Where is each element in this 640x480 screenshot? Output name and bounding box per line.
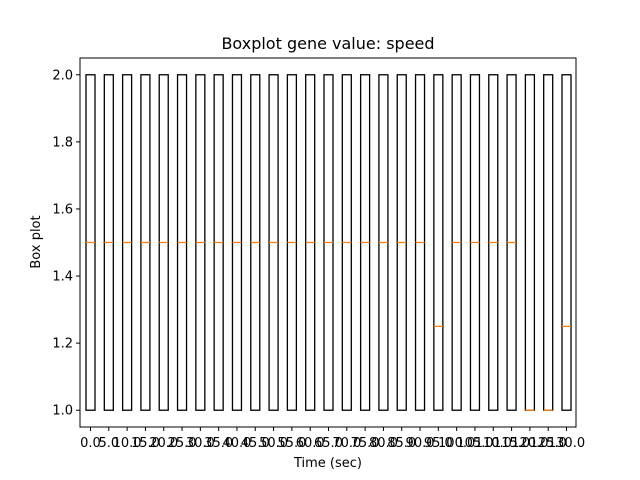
box-0 (85, 74, 96, 411)
box-14 (341, 74, 352, 411)
box-21 (469, 74, 481, 411)
x-tick-label: 120.0 (511, 436, 548, 451)
x-tick-label: 75.0 (351, 436, 380, 451)
box-6 (195, 74, 206, 411)
x-tick-label: 20.0 (149, 436, 178, 451)
x-tick-label: 25.0 (168, 436, 197, 451)
x-tick-label: 45.0 (241, 436, 270, 451)
x-axis: 0.05.010.015.020.025.030.035.040.045.050… (80, 427, 585, 451)
x-tick-label: 0.0 (80, 436, 101, 451)
x-tick-label: 115.0 (493, 436, 530, 451)
box-13 (323, 74, 334, 411)
x-tick-label: 55.0 (277, 436, 306, 451)
x-tick-label: 35.0 (204, 436, 233, 451)
x-tick-label: 40.0 (222, 436, 251, 451)
box-23 (506, 74, 517, 411)
x-tick-label: 10.0 (113, 436, 142, 451)
y-axis: 1.0 1.2 1.4 1.6 1.8 2.0 (52, 68, 80, 419)
box-9 (250, 74, 261, 411)
box-12 (305, 74, 316, 411)
y-tick-label: 1.4 (52, 270, 73, 285)
box-20 (451, 74, 462, 411)
x-tick-label: 110.0 (475, 436, 512, 451)
box-3 (140, 74, 151, 411)
x-tick-label: 5.0 (98, 436, 119, 451)
box-22 (488, 74, 499, 411)
box-10 (268, 74, 279, 411)
y-tick-label: 1.8 (52, 135, 73, 150)
chart-title: Boxplot gene value: speed (221, 34, 434, 53)
box-26 (561, 74, 572, 411)
x-tick-label: 15.0 (131, 436, 160, 451)
x-tick-label: 65.0 (314, 436, 343, 451)
x-tick-label: 130.0 (548, 436, 585, 451)
box-body (433, 74, 444, 411)
x-tick-label: 30.0 (186, 436, 215, 451)
box-body (561, 74, 572, 411)
y-tick-label: 1.6 (52, 202, 73, 217)
box-11 (286, 74, 298, 411)
x-axis-label: Time (sec) (293, 456, 362, 471)
box-7 (213, 74, 224, 411)
x-tick-label: 100.0 (438, 436, 475, 451)
box-5 (176, 74, 188, 411)
x-tick-label: 105.0 (456, 436, 493, 451)
box-body (524, 74, 536, 411)
box-25 (543, 74, 554, 411)
box-2 (121, 74, 133, 411)
x-tick-label: 80.0 (369, 436, 398, 451)
y-tick-label: 1.2 (52, 337, 73, 352)
box-body (543, 74, 554, 411)
box-4 (158, 74, 169, 411)
y-tick-label: 1.0 (52, 404, 73, 419)
box-8 (231, 74, 243, 411)
box-18 (414, 74, 426, 411)
box-1 (103, 74, 114, 411)
box-24 (524, 74, 536, 411)
x-tick-label: 125.0 (530, 436, 567, 451)
x-tick-label: 60.0 (296, 436, 325, 451)
box-15 (359, 74, 371, 411)
box-19 (433, 74, 444, 411)
x-tick-label: 95.0 (424, 436, 453, 451)
x-tick-label: 70.0 (332, 436, 361, 451)
boxes-group (85, 74, 572, 411)
box-17 (396, 74, 407, 411)
y-tick-label: 2.0 (52, 68, 73, 83)
x-tick-label: 50.0 (259, 436, 288, 451)
x-tick-label: 85.0 (387, 436, 416, 451)
box-16 (378, 74, 389, 411)
y-axis-label: Box plot (29, 215, 44, 268)
x-tick-label: 90.0 (406, 436, 435, 451)
